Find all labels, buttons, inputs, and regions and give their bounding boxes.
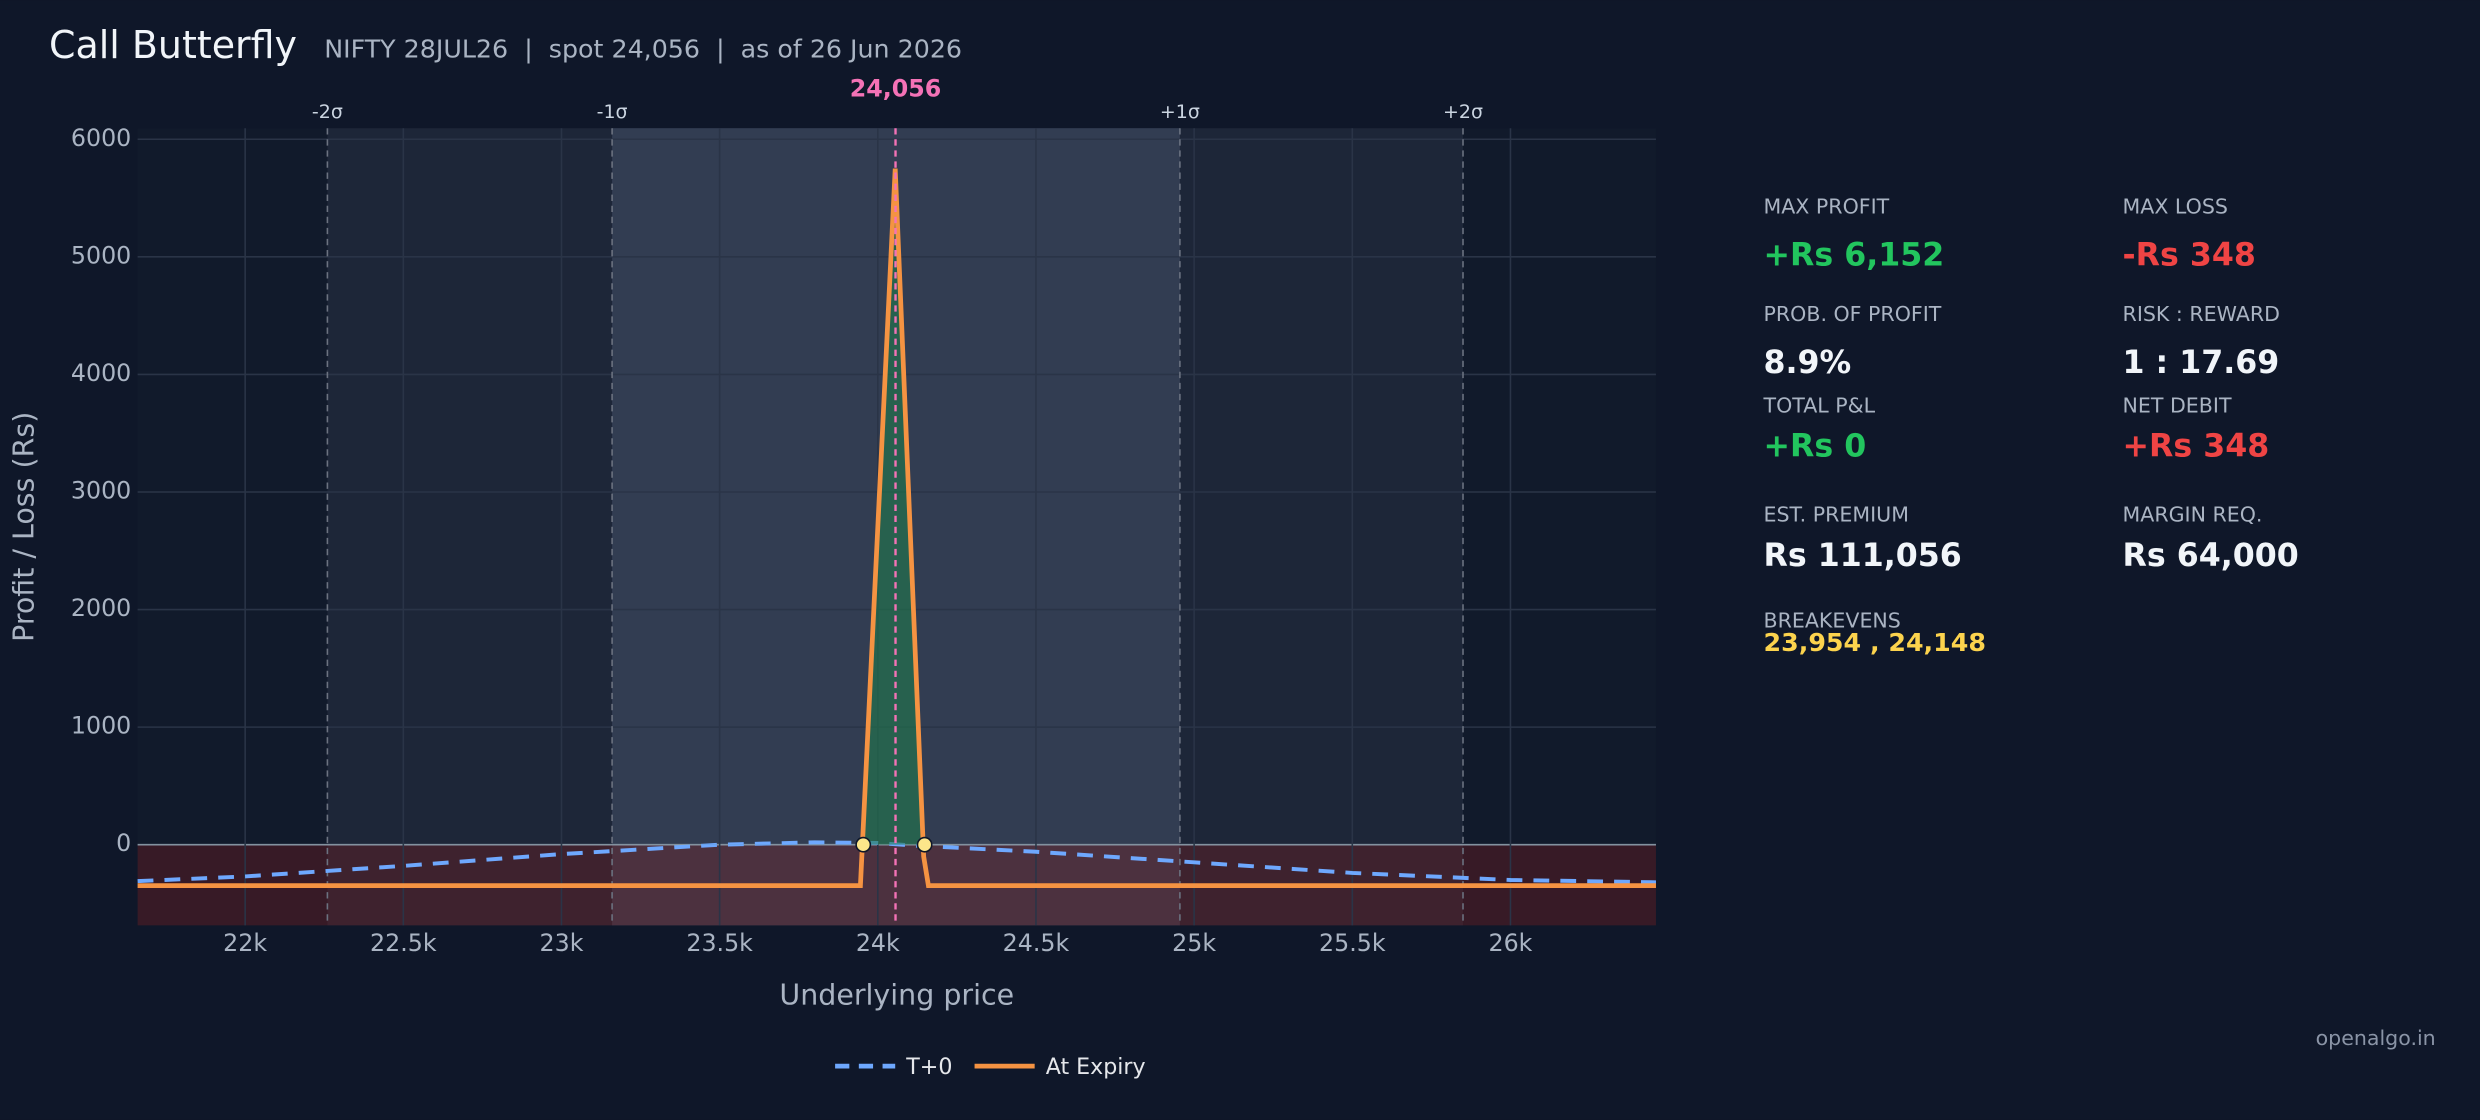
y-tick-label: 4000 <box>71 359 131 387</box>
plot: 0 1000 2000 3000 4000 5000 6000 22k 22.5k 23k 23.5… <box>71 75 1657 1080</box>
stat-label: MAX PROFIT <box>1764 194 1890 218</box>
watermark: openalgo.in <box>2316 1026 2436 1050</box>
x-tick-label: 24.5k <box>1003 929 1070 957</box>
x-tick-label: 22k <box>223 929 267 957</box>
stat-label: TOTAL P&L <box>1763 394 1876 418</box>
x-tick-label: 26k <box>1488 929 1532 957</box>
spot-label: 24,056 <box>850 75 942 103</box>
breakeven-marker <box>855 836 872 853</box>
x-tick-label: 24k <box>856 929 900 957</box>
stat-value: +Rs 348 <box>2123 429 2270 465</box>
stat-value: 1 : 17.69 <box>2123 345 2280 381</box>
x-tick-label: 23k <box>540 929 584 957</box>
sigma-label: -1σ <box>597 101 628 123</box>
x-axis-label: Underlying price <box>779 979 1014 1012</box>
stat-label: EST. PREMIUM <box>1764 503 1909 527</box>
x-tick-label: 22.5k <box>370 929 437 957</box>
stat-value: +Rs 6,152 <box>1764 237 1945 273</box>
y-tick-label: 1000 <box>71 712 131 740</box>
sigma-label: +1σ <box>1160 101 1200 123</box>
y-axis-label: Profit / Loss (Rs) <box>7 412 40 642</box>
series-line <box>137 168 1656 888</box>
stat-label: RISK : REWARD <box>2123 302 2280 326</box>
stat-value: 8.9% <box>1764 345 1852 381</box>
stat-value: Rs 64,000 <box>2123 538 2299 574</box>
subtitle: NIFTY 28JUL26 | spot 24,056 | as of 26 J… <box>324 35 962 64</box>
profit-area <box>137 168 1656 845</box>
x-tick-label: 23.5k <box>686 929 753 957</box>
stat-label: NET DEBIT <box>2123 394 2232 418</box>
y-tick-label: 2000 <box>71 594 131 622</box>
sigma-label: +2σ <box>1443 101 1483 123</box>
y-tick-label: 0 <box>116 829 131 857</box>
stat-label: PROB. OF PROFIT <box>1764 302 1942 326</box>
legend-label: At Expiry <box>1046 1054 1146 1080</box>
legend-label: T+0 <box>905 1054 952 1080</box>
title: Call Butterfly <box>49 23 297 67</box>
y-tick-label: 3000 <box>71 476 131 504</box>
stat-value: -Rs 348 <box>2123 237 2256 273</box>
stat-label: BREAKEVENS <box>1764 609 1901 633</box>
sigma-label: -2σ <box>312 101 343 123</box>
stat-value: Rs 111,056 <box>1764 538 1962 574</box>
stat-value: +Rs 0 <box>1764 429 1867 465</box>
stats-panel: MAX PROFIT +Rs 6,152 MAX LOSS -Rs 348 PROB. … <box>1763 194 2299 657</box>
x-tick-label: 25k <box>1172 929 1216 957</box>
x-tick-label: 25.5k <box>1319 929 1386 957</box>
breakeven-marker <box>916 836 933 853</box>
stat-value: 23,954 , 24,148 <box>1764 628 1986 657</box>
y-tick-label: 5000 <box>71 241 131 269</box>
y-tick-label: 6000 <box>71 124 131 152</box>
stat-label: MARGIN REQ. <box>2123 503 2263 527</box>
stat-label: MAX LOSS <box>2123 194 2228 218</box>
